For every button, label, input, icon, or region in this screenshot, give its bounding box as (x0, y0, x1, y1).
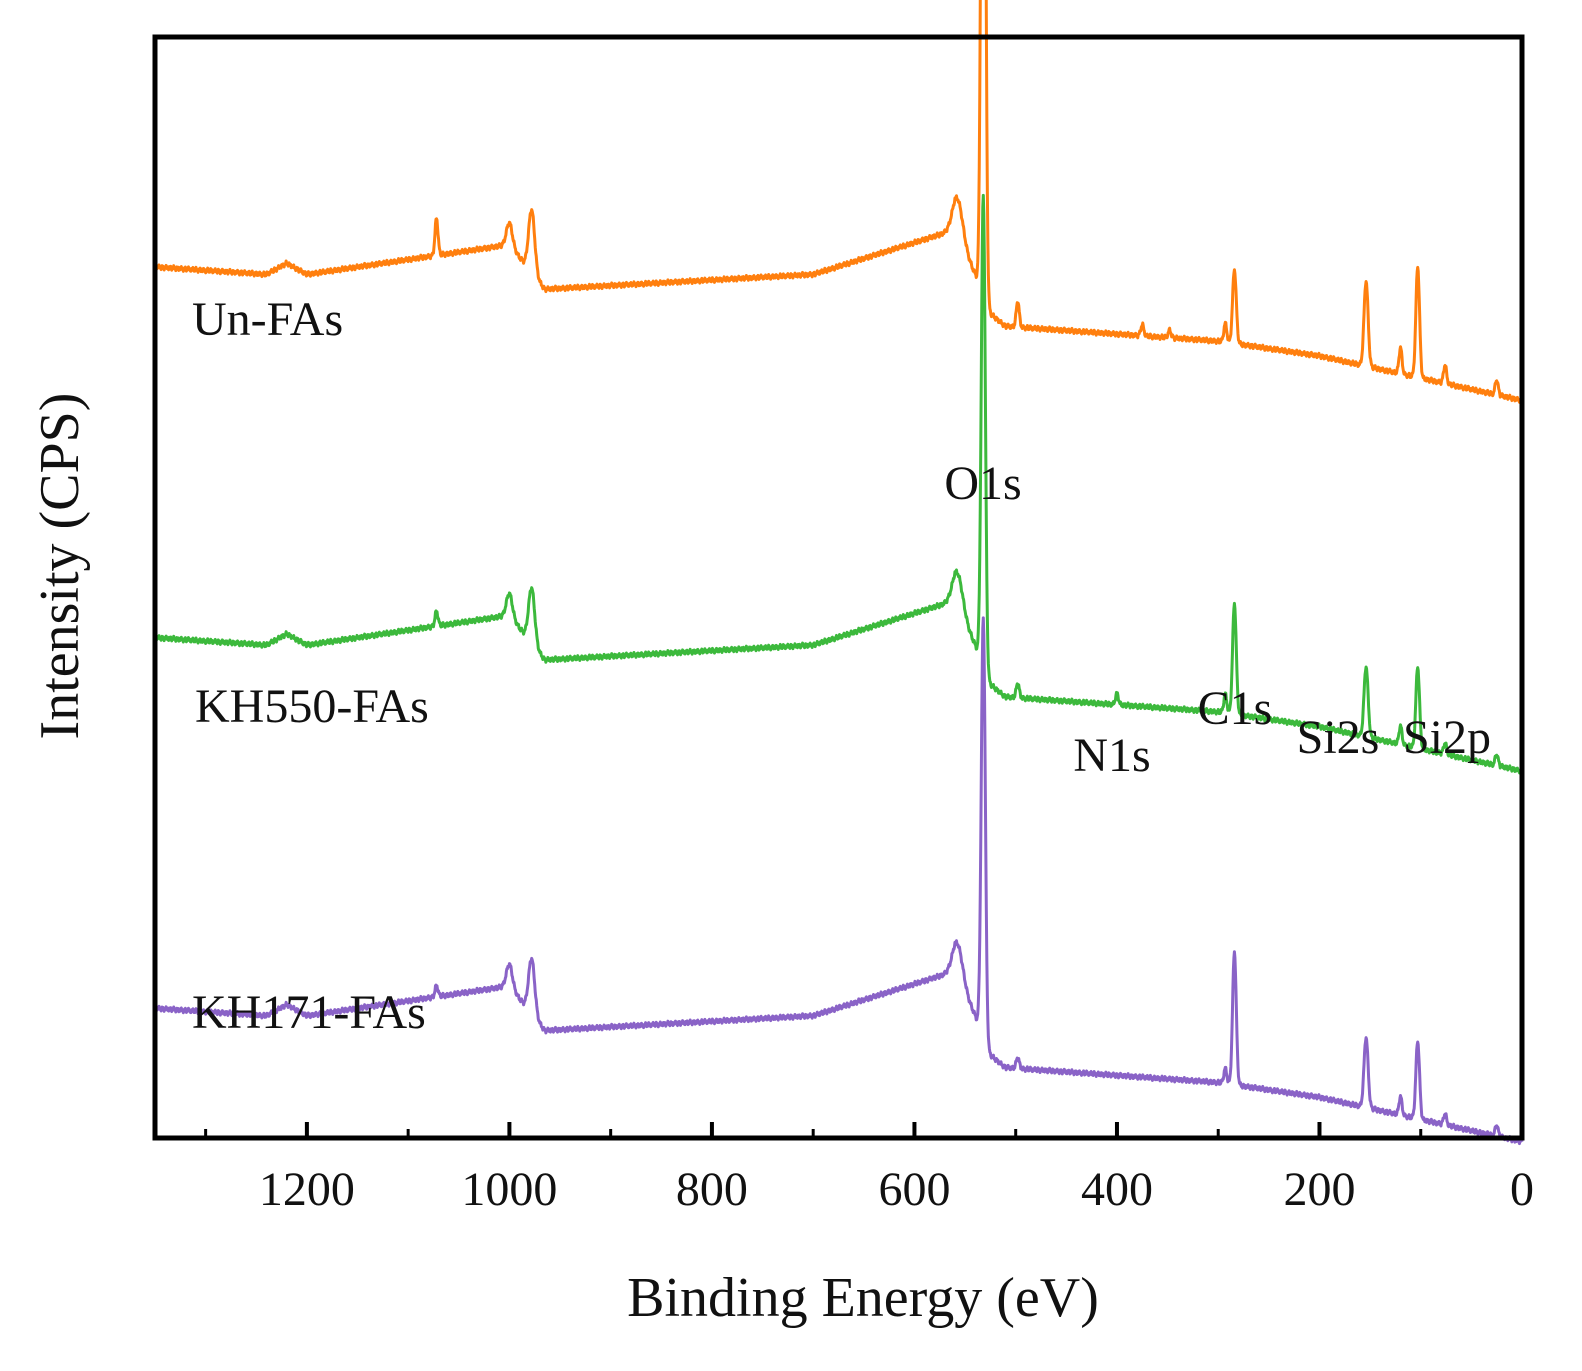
peak-label-o1s: O1s (944, 457, 1021, 510)
x-axis-title: Binding Energy (eV) (627, 1267, 1099, 1329)
x-tick-label: 600 (878, 1163, 950, 1216)
label-layer: Un-FAs KH550-FAs KH171-FAs O1s N1s C1s Si2s Si2… (192, 293, 1491, 1039)
plot-frame (152, 34, 1525, 1141)
series-label-un-fas: Un-FAs (192, 293, 343, 346)
y-axis-title: Intensity (CPS) (29, 393, 91, 740)
peak-label-n1s: N1s (1073, 729, 1150, 782)
x-tick-label: 0 (1510, 1163, 1534, 1216)
tick-layer: 1200 1000 800 600 400 200 0 (204, 1122, 1534, 1216)
series-line-kh171-fas (154, 616, 1524, 1146)
peak-label-si2p: Si2p (1403, 711, 1491, 764)
x-tick-label: 800 (676, 1163, 748, 1216)
series-line-kh550-fas (154, 193, 1524, 775)
series-line-un-fas (154, 0, 1524, 404)
x-tick-label: 400 (1081, 1163, 1153, 1216)
x-tick-label: 1200 (259, 1163, 355, 1216)
peak-label-si2s: Si2s (1297, 711, 1380, 764)
series-layer (154, 0, 1524, 1146)
series-label-kh171-fas: KH171-FAs (192, 986, 426, 1039)
series-label-kh550-fas: KH550-FAs (195, 680, 429, 733)
x-tick-label: 1000 (461, 1163, 557, 1216)
x-tick-label: 200 (1283, 1163, 1355, 1216)
peak-label-c1s: C1s (1198, 682, 1273, 735)
